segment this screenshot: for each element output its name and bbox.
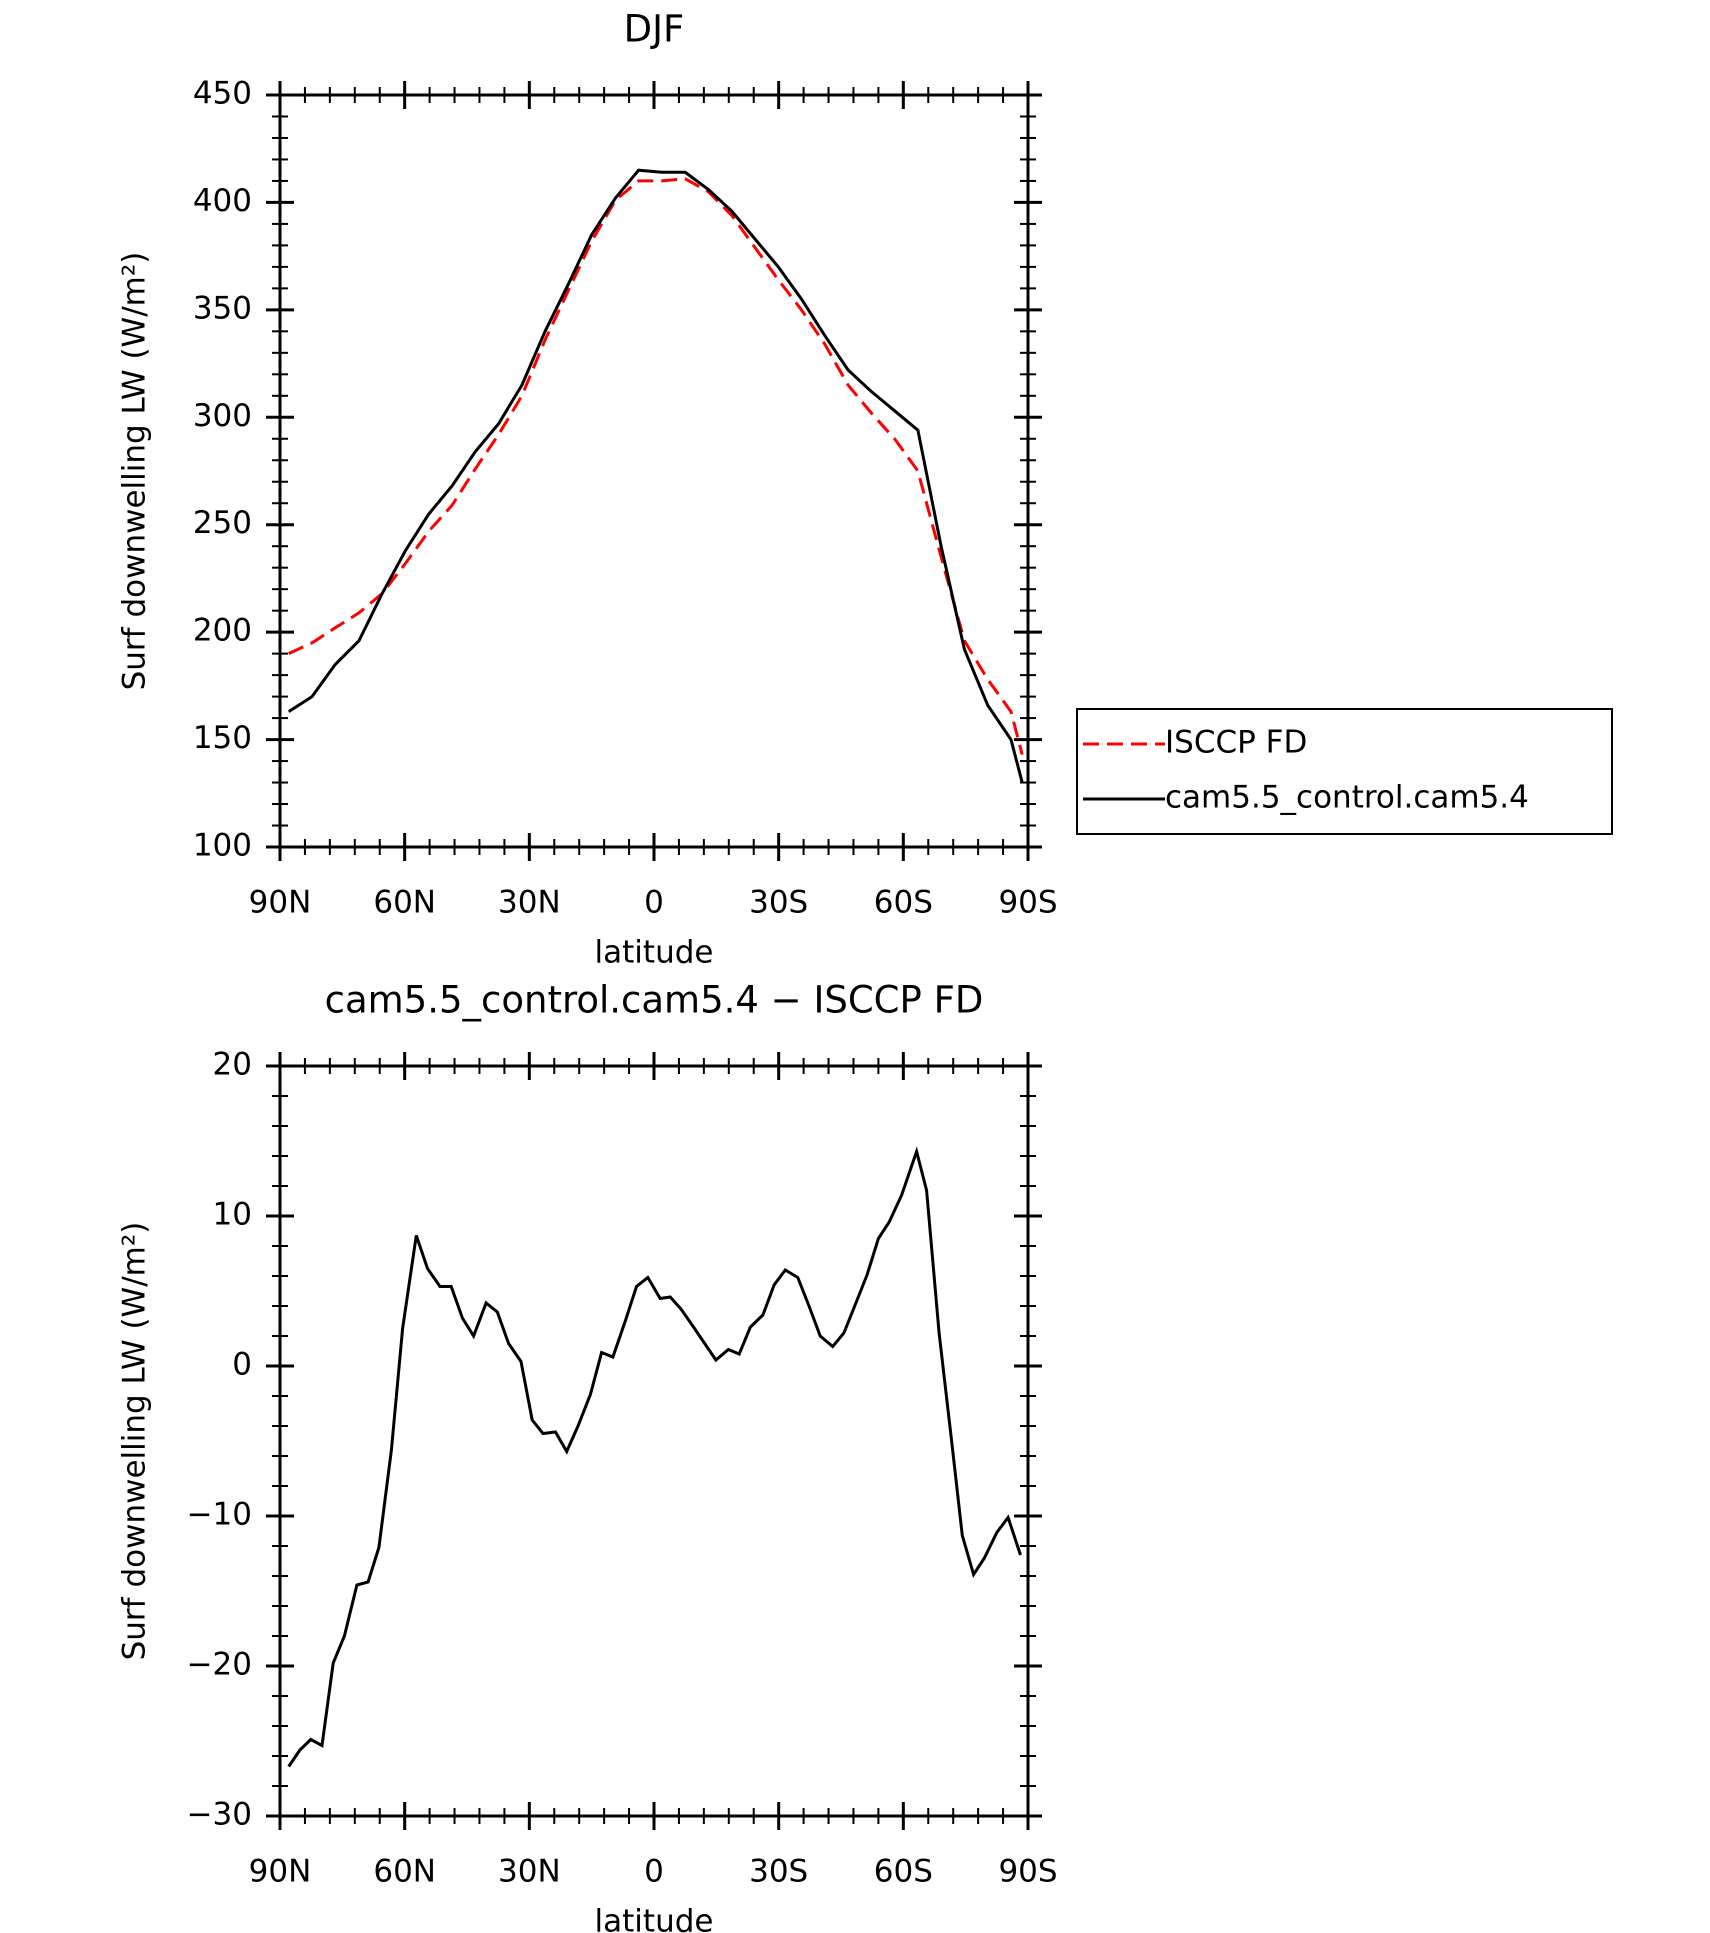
x-tick-label: 90S — [998, 885, 1057, 921]
chart-title: cam5.5_control.cam5.4 − ISCCP FD — [325, 979, 984, 1022]
legend-label: ISCCP FD — [1165, 725, 1307, 761]
y-tick-label: 200 — [193, 613, 252, 649]
y-tick-label: 250 — [193, 505, 252, 541]
y-tick-label: 150 — [193, 720, 252, 756]
x-tick-label: 0 — [644, 885, 664, 921]
y-tick-label: 300 — [193, 398, 252, 434]
x-tick-label: 30N — [498, 1854, 561, 1890]
data-line — [287, 168, 1024, 783]
y-tick-label: 10 — [213, 1197, 252, 1233]
data-line — [288, 177, 1024, 755]
x-tick-label: 60S — [874, 885, 933, 921]
x-axis-label: latitude — [595, 935, 714, 971]
y-tick-label: 350 — [193, 290, 252, 326]
x-tick-label: 60N — [373, 885, 436, 921]
legend-frame — [1076, 708, 1613, 835]
y-tick-label: 450 — [193, 76, 252, 112]
y-tick-label: −30 — [187, 1797, 252, 1833]
x-tick-label: 0 — [644, 1854, 664, 1890]
x-tick-label: 30N — [498, 885, 561, 921]
legend-label: cam5.5_control.cam5.4 — [1165, 780, 1529, 816]
x-axis-label: latitude — [595, 1904, 714, 1933]
y-tick-label: 100 — [193, 828, 252, 864]
data-line — [287, 1146, 1022, 1768]
x-tick-label: 60S — [874, 1854, 933, 1890]
x-tick-label: 90S — [998, 1854, 1057, 1890]
y-axis-label: Surf downwelling LW (W/m²) — [117, 252, 153, 691]
x-tick-label: 30S — [749, 1854, 808, 1890]
y-tick-label: 20 — [213, 1047, 252, 1083]
y-tick-label: −20 — [187, 1647, 252, 1683]
y-tick-label: 400 — [193, 183, 252, 219]
y-axis-label: Surf downwelling LW (W/m²) — [117, 1222, 153, 1661]
x-tick-label: 90N — [249, 885, 312, 921]
chart-title: DJF — [624, 8, 685, 51]
x-tick-label: 60N — [373, 1854, 436, 1890]
y-tick-label: 0 — [232, 1347, 252, 1383]
plot-frame — [278, 93, 1030, 849]
y-tick-label: −10 — [187, 1497, 252, 1533]
x-tick-label: 90N — [249, 1854, 312, 1890]
x-tick-label: 30S — [749, 885, 808, 921]
